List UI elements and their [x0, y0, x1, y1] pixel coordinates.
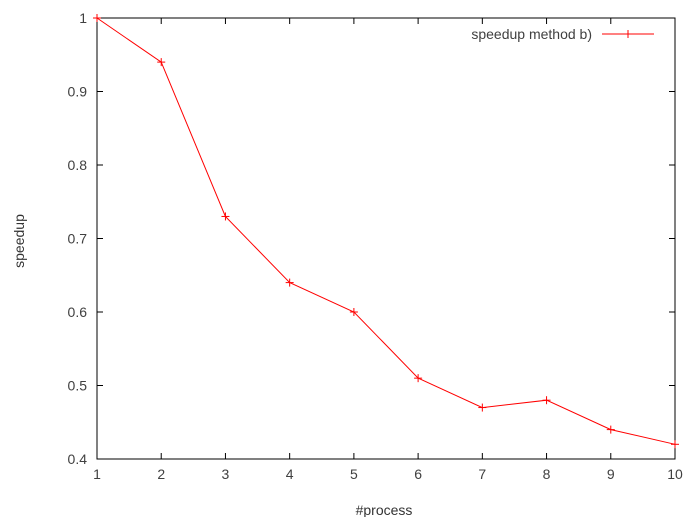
y-tick-label: 0.5 [68, 378, 88, 394]
y-tick-label: 0.7 [68, 231, 88, 247]
x-tick-label: 6 [414, 466, 422, 482]
x-axis-label: #process [356, 502, 413, 517]
x-tick-label: 2 [157, 466, 165, 482]
x-tick-label: 5 [350, 466, 358, 482]
y-tick-label: 0.9 [68, 84, 88, 100]
x-tick-label: 4 [286, 466, 294, 482]
x-tick-label: 3 [222, 466, 230, 482]
data-point [285, 278, 294, 287]
data-point [414, 374, 423, 383]
data-point [542, 396, 551, 405]
data-point [606, 425, 615, 434]
y-tick-label: 0.6 [68, 304, 88, 320]
x-tick-label: 7 [478, 466, 486, 482]
x-tick-label: 10 [667, 466, 683, 482]
data-point [221, 212, 230, 221]
series-line [96, 17, 676, 445]
data-point [93, 14, 101, 22]
x-tick-label: 9 [607, 466, 615, 482]
plot-frame [96, 17, 676, 460]
y-axis-label: speedup [11, 214, 27, 268]
legend: speedup method b) [471, 26, 654, 42]
y-tick-label: 1 [79, 10, 87, 26]
data-point [671, 440, 679, 449]
legend-marker [624, 30, 632, 38]
y-tick-label: 0.8 [68, 157, 88, 173]
data-point [349, 308, 358, 316]
legend-label: speedup method b) [471, 26, 592, 42]
data-point [157, 58, 166, 67]
x-tick-label: 8 [543, 466, 551, 482]
data-point [478, 403, 487, 412]
x-tick-label: 1 [93, 466, 101, 482]
axes: 0.4 0.5 0.6 0.7 0.8 0.9 1 1 2 3 4 5 6 7 8 9 10 [68, 10, 683, 482]
y-tick-label: 0.4 [68, 451, 88, 467]
series-layer [93, 14, 679, 449]
